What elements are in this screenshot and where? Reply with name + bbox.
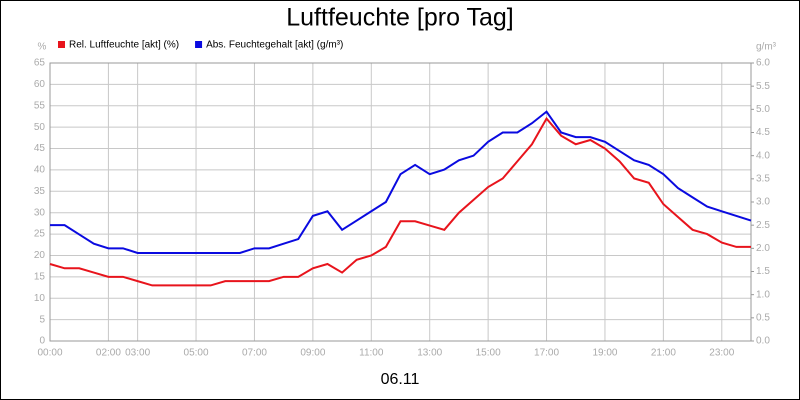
x-tick-label: 05:00 bbox=[184, 348, 209, 359]
y2-tick-label: 3.5 bbox=[756, 173, 770, 184]
y2-tick-label: 5.5 bbox=[756, 81, 770, 92]
legend-label: Rel. Luftfeuchte [akt] (%) bbox=[69, 40, 179, 51]
y-tick-label: 10 bbox=[34, 293, 46, 304]
y-tick-label: 40 bbox=[34, 165, 46, 176]
y2-tick-label: 0.0 bbox=[756, 336, 770, 347]
y2-tick-label: 4.0 bbox=[756, 150, 770, 161]
x-tick-label: 15:00 bbox=[476, 348, 501, 359]
y2-tick-label: 0.5 bbox=[756, 312, 770, 323]
y-tick-label: 20 bbox=[34, 250, 46, 261]
y2-tick-label: 5.0 bbox=[756, 104, 770, 115]
y-tick-label: 55 bbox=[34, 100, 46, 111]
x-tick-label: 23:00 bbox=[709, 348, 734, 359]
y-tick-label: 35 bbox=[34, 186, 46, 197]
x-tick-label: 13:00 bbox=[417, 348, 442, 359]
x-tick-label: 07:00 bbox=[242, 348, 267, 359]
y2-tick-label: 1.5 bbox=[756, 266, 770, 277]
y-tick-label: 15 bbox=[34, 271, 46, 282]
chart-title: Luftfeuchte [pro Tag] bbox=[286, 4, 513, 32]
y2-tick-label: 6.0 bbox=[756, 58, 770, 69]
y2-axis-label: g/m³ bbox=[756, 42, 777, 53]
series-line bbox=[50, 110, 752, 254]
y2-tick-label: 3.0 bbox=[756, 197, 770, 208]
x-axis-label: 06.11 bbox=[381, 371, 420, 388]
y2-tick-label: 2.0 bbox=[756, 243, 770, 254]
y-tick-label: 45 bbox=[34, 143, 46, 154]
y-tick-label: 65 bbox=[34, 58, 46, 69]
y-tick-label: 5 bbox=[39, 314, 45, 325]
plot-area bbox=[49, 62, 752, 342]
x-tick-label: 11:00 bbox=[359, 348, 384, 359]
x-tick-label: 02:00 bbox=[96, 348, 121, 359]
y2-tick-label: 4.5 bbox=[756, 127, 770, 138]
series-line bbox=[49, 116, 751, 287]
y-tick-label: 0 bbox=[39, 336, 45, 347]
x-tick-label: 19:00 bbox=[592, 348, 617, 359]
plot-border bbox=[49, 62, 752, 342]
x-tick-label: 03:00 bbox=[125, 348, 150, 359]
y-tick-label: 30 bbox=[34, 207, 46, 218]
y-tick-label: 60 bbox=[34, 79, 46, 90]
y2-tick-label: 2.5 bbox=[756, 220, 770, 231]
x-tick-label: 21:00 bbox=[651, 348, 676, 359]
x-tick-label: 17:00 bbox=[534, 348, 559, 359]
x-tick-label: 00:00 bbox=[37, 348, 62, 359]
legend-swatch bbox=[195, 41, 203, 48]
y-axis-label: % bbox=[38, 42, 47, 53]
y-tick-label: 25 bbox=[34, 229, 46, 240]
x-tick-label: 09:00 bbox=[300, 348, 325, 359]
legend-label: Abs. Feuchtegehalt [akt] (g/m³) bbox=[206, 40, 343, 51]
y-tick-label: 50 bbox=[34, 122, 46, 133]
legend-swatch bbox=[58, 41, 65, 48]
y2-tick-label: 1.0 bbox=[756, 289, 770, 300]
